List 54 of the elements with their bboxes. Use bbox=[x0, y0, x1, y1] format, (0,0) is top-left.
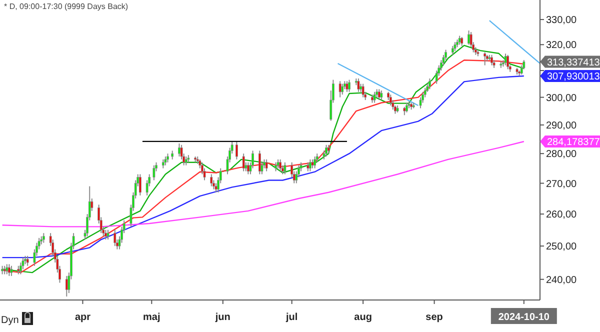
candlestick bbox=[490, 54, 493, 66]
candlestick bbox=[6, 264, 8, 275]
candlestick bbox=[506, 54, 510, 70]
y-tick-label: 270,00 bbox=[546, 178, 578, 190]
candlestick bbox=[284, 162, 286, 175]
candlestick bbox=[42, 232, 45, 244]
candlestick bbox=[114, 229, 116, 247]
candlestick bbox=[152, 164, 156, 181]
y-tick-label: 320,00 bbox=[546, 40, 578, 52]
text: Dyn bbox=[1, 315, 19, 326]
candlestick bbox=[373, 91, 376, 104]
candlestick bbox=[314, 156, 316, 169]
x-tick-label: aug bbox=[354, 312, 372, 323]
candlestick bbox=[428, 78, 431, 90]
candlestick bbox=[380, 90, 383, 101]
candlestick bbox=[341, 83, 344, 96]
x-tick-label: sep bbox=[426, 312, 443, 323]
candlestick bbox=[348, 79, 350, 92]
text: 313,337413 bbox=[547, 57, 600, 68]
candlestick bbox=[242, 153, 245, 172]
candlestick bbox=[362, 83, 364, 98]
candlestick bbox=[389, 94, 392, 106]
candlestick bbox=[10, 265, 13, 276]
y-tick-label: 300,00 bbox=[546, 92, 578, 104]
text: 307,930013 bbox=[547, 72, 600, 83]
y-tick-label: 330,00 bbox=[546, 15, 578, 26]
candlestick bbox=[338, 80, 342, 98]
y-tick-label: 260,00 bbox=[546, 210, 578, 221]
y-tick-label: 280,00 bbox=[546, 149, 578, 160]
y-tick-label: 250,00 bbox=[546, 242, 578, 253]
candlestick bbox=[258, 150, 261, 175]
candlestick bbox=[279, 158, 282, 172]
candlestick bbox=[357, 78, 360, 92]
y-tick-label: 240,00 bbox=[546, 274, 578, 286]
candlestick bbox=[378, 88, 380, 101]
candlestick bbox=[406, 102, 408, 113]
candlestick bbox=[235, 142, 238, 160]
candlestick bbox=[325, 144, 328, 158]
candlestick bbox=[504, 53, 507, 66]
x-tick-label: jun bbox=[214, 312, 230, 323]
candlestick bbox=[8, 264, 10, 276]
candlestick bbox=[346, 80, 348, 92]
x-tick-label: maj bbox=[143, 312, 160, 323]
candlestick bbox=[138, 174, 142, 196]
candlestick bbox=[309, 158, 312, 172]
candlestick bbox=[210, 174, 213, 187]
candlestick bbox=[106, 229, 110, 240]
x-tick-label: jul bbox=[284, 312, 298, 323]
y-tick-label: 290,00 bbox=[546, 120, 578, 132]
chart-title: * D, 09:00-17:30 (9999 Days Back) bbox=[4, 2, 128, 11]
x-tick-label: apr bbox=[74, 312, 91, 323]
x-tick-label: 2024-10-10 bbox=[498, 312, 550, 323]
candlestick bbox=[484, 52, 486, 66]
text: 284,178377 bbox=[547, 137, 600, 148]
